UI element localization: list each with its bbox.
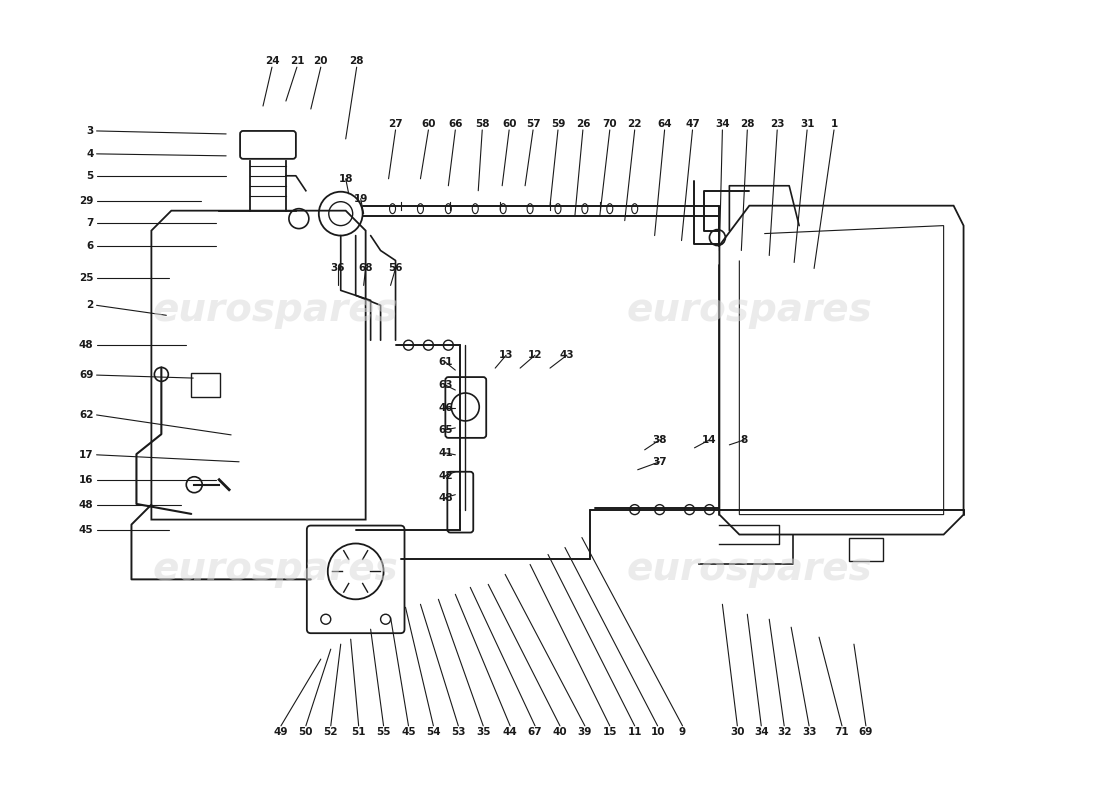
Text: 50: 50 xyxy=(298,727,314,737)
Text: 6: 6 xyxy=(86,241,94,250)
Text: 39: 39 xyxy=(578,727,592,737)
Text: 29: 29 xyxy=(79,196,94,206)
Text: 69: 69 xyxy=(859,727,873,737)
Text: 34: 34 xyxy=(754,727,769,737)
FancyBboxPatch shape xyxy=(191,373,220,397)
Text: 31: 31 xyxy=(800,119,814,129)
Text: 34: 34 xyxy=(715,119,729,129)
Text: 36: 36 xyxy=(330,263,345,274)
FancyBboxPatch shape xyxy=(849,538,883,562)
Text: 38: 38 xyxy=(652,435,667,445)
Text: 67: 67 xyxy=(528,727,542,737)
Text: 20: 20 xyxy=(314,56,328,66)
Text: 25: 25 xyxy=(79,274,94,283)
Text: 56: 56 xyxy=(388,263,403,274)
Text: 18: 18 xyxy=(339,174,353,184)
Text: 5: 5 xyxy=(86,170,94,181)
Text: 44: 44 xyxy=(503,727,517,737)
Text: 42: 42 xyxy=(438,470,453,481)
Text: 46: 46 xyxy=(438,403,453,413)
Text: eurospares: eurospares xyxy=(626,550,872,589)
Text: 33: 33 xyxy=(802,727,816,737)
Text: 58: 58 xyxy=(475,119,490,129)
Text: 15: 15 xyxy=(603,727,617,737)
Text: 48: 48 xyxy=(79,500,94,510)
Text: eurospares: eurospares xyxy=(153,550,399,589)
Text: 62: 62 xyxy=(79,410,94,420)
Text: 4: 4 xyxy=(86,149,94,159)
Text: 57: 57 xyxy=(526,119,540,129)
Text: 27: 27 xyxy=(388,119,403,129)
Text: 47: 47 xyxy=(685,119,700,129)
Text: 70: 70 xyxy=(603,119,617,129)
Text: 68: 68 xyxy=(359,263,373,274)
Text: 9: 9 xyxy=(679,727,686,737)
Text: 12: 12 xyxy=(528,350,542,360)
Text: 45: 45 xyxy=(402,727,416,737)
Text: 19: 19 xyxy=(353,194,367,204)
Text: 8: 8 xyxy=(740,435,748,445)
Text: 21: 21 xyxy=(289,56,304,66)
Text: eurospares: eurospares xyxy=(153,291,399,330)
Text: 28: 28 xyxy=(740,119,755,129)
Text: 54: 54 xyxy=(426,727,441,737)
Text: 66: 66 xyxy=(448,119,463,129)
Text: 28: 28 xyxy=(350,56,364,66)
Text: 3: 3 xyxy=(86,126,94,136)
Text: 69: 69 xyxy=(79,370,94,380)
Text: 61: 61 xyxy=(438,357,452,367)
Text: 24: 24 xyxy=(265,56,279,66)
Text: 45: 45 xyxy=(79,525,94,534)
Text: 14: 14 xyxy=(702,435,717,445)
Text: 43: 43 xyxy=(560,350,574,360)
Text: 1: 1 xyxy=(830,119,837,129)
Text: 52: 52 xyxy=(323,727,338,737)
Text: 16: 16 xyxy=(79,474,94,485)
Text: 40: 40 xyxy=(552,727,568,737)
Text: 23: 23 xyxy=(770,119,784,129)
Text: 30: 30 xyxy=(730,727,745,737)
Text: 53: 53 xyxy=(451,727,465,737)
Text: 10: 10 xyxy=(650,727,664,737)
Text: 48: 48 xyxy=(438,493,453,502)
Text: 17: 17 xyxy=(79,450,94,460)
Text: 13: 13 xyxy=(499,350,514,360)
Text: 59: 59 xyxy=(551,119,565,129)
Text: 51: 51 xyxy=(351,727,366,737)
Text: 64: 64 xyxy=(658,119,672,129)
Text: 7: 7 xyxy=(86,218,94,228)
Text: eurospares: eurospares xyxy=(626,291,872,330)
Text: 26: 26 xyxy=(575,119,590,129)
Text: 2: 2 xyxy=(86,300,94,310)
Text: 60: 60 xyxy=(421,119,436,129)
Text: 63: 63 xyxy=(438,380,452,390)
Text: 48: 48 xyxy=(79,340,94,350)
Text: 55: 55 xyxy=(376,727,390,737)
Text: 22: 22 xyxy=(627,119,642,129)
Text: 11: 11 xyxy=(627,727,642,737)
Text: 49: 49 xyxy=(274,727,288,737)
Text: 60: 60 xyxy=(502,119,516,129)
Text: 65: 65 xyxy=(438,425,452,435)
Text: 32: 32 xyxy=(777,727,791,737)
Text: 37: 37 xyxy=(652,457,667,466)
Text: 71: 71 xyxy=(835,727,849,737)
Text: 41: 41 xyxy=(438,448,453,458)
Text: 35: 35 xyxy=(476,727,491,737)
